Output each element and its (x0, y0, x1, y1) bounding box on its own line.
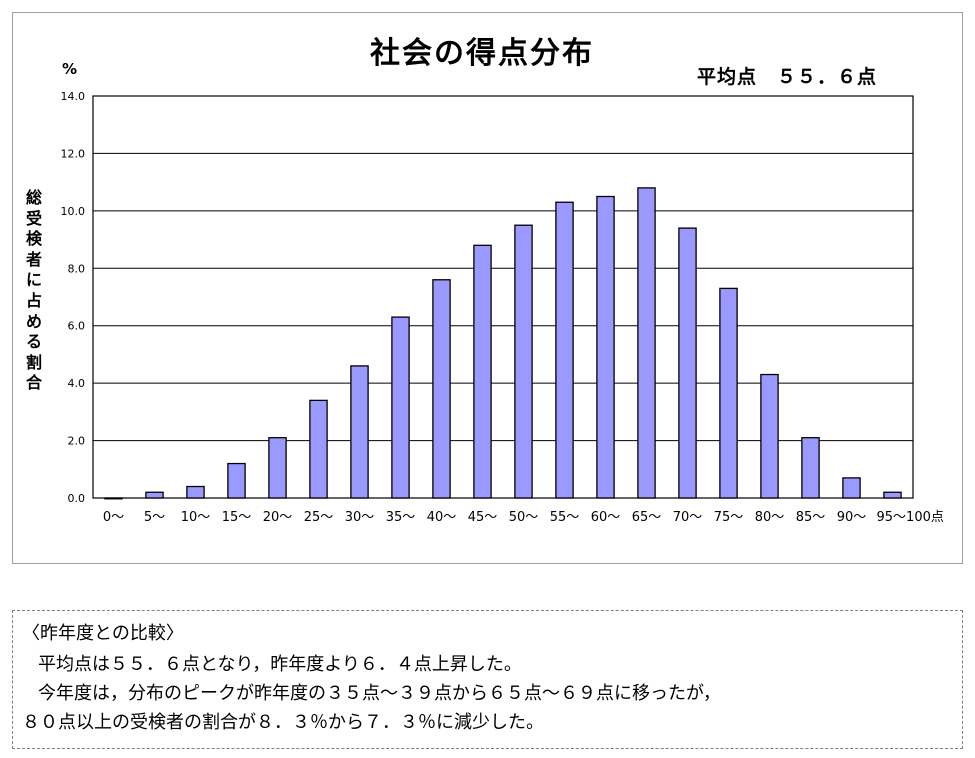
x-tick-label: 50～ (509, 510, 539, 525)
x-tick-label: 55～ (550, 510, 580, 525)
average-score: 平均点 ５５．６点 (697, 66, 878, 88)
x-tick-label: 45～ (468, 510, 498, 525)
x-tick-label: 85～ (796, 510, 826, 525)
bar (596, 195, 615, 499)
y-tick-label: 4.0 (68, 377, 86, 390)
x-tick-label: 80～ (755, 510, 785, 525)
bar (473, 244, 492, 499)
note-line: ８０点以上の受検者の割合が８．３％から７．３％に減少した。 (22, 712, 544, 733)
x-tick-label: 35～ (386, 510, 416, 525)
x-tick-label: 70～ (673, 510, 703, 525)
bar-chart: 0.0 2.0 4.0 6.0 8.0 10.0 12.0 14.0 0～ 5～ 10～ 15～ 20～… (61, 90, 944, 525)
plot-area (92, 95, 914, 499)
bar (719, 287, 738, 499)
x-tick-label: 0～ (103, 510, 124, 525)
bar (391, 316, 410, 499)
bar (309, 399, 328, 499)
x-tick-label: 5～ (144, 510, 165, 525)
y-axis-label: 総受検者に占める割合 (25, 188, 42, 393)
comparison-note-box (12, 610, 963, 749)
bar (637, 187, 656, 499)
bar (104, 497, 123, 500)
x-tick-label: 90～ (837, 510, 867, 525)
bar (432, 279, 451, 499)
x-tick-label: 95～100点 (877, 510, 944, 525)
x-tick-label: 60～ (591, 510, 621, 525)
note-line: 今年度は，分布のピークが昨年度の３５点～３９点から６５点～６９点に移ったが， (38, 683, 721, 704)
y-tick-label: 8.0 (68, 262, 86, 275)
bar (514, 224, 533, 499)
x-tick-label: 10～ (181, 510, 211, 525)
x-tick-label: 40～ (427, 510, 457, 525)
x-tick-label: 25～ (304, 510, 334, 525)
bar (842, 477, 861, 499)
x-tick-label: 30～ (345, 510, 375, 525)
bar (186, 485, 205, 499)
chart-title: 社会の得点分布 (370, 36, 594, 71)
bar (883, 491, 902, 499)
y-tick-label: 10.0 (61, 205, 86, 218)
bar (801, 437, 820, 499)
y-tick-label: 2.0 (68, 435, 86, 448)
x-tick-label: 65～ (632, 510, 662, 525)
note-title: 〈昨年度との比較〉 (22, 623, 184, 644)
y-tick-label: 6.0 (68, 320, 86, 333)
bar (145, 491, 164, 499)
x-tick-label: 20～ (263, 510, 293, 525)
y-tick-label: 12.0 (61, 147, 86, 160)
bar (350, 365, 369, 499)
y-tick-label: 0.0 (68, 492, 86, 505)
x-tick-label: 75～ (714, 510, 744, 525)
y-tick-label: 14.0 (61, 90, 86, 103)
x-tick-label: 15～ (222, 510, 252, 525)
bar (268, 437, 287, 499)
bar (555, 201, 574, 499)
bar (678, 227, 697, 499)
y-unit-label: % (62, 60, 78, 78)
note-line: 平均点は５５．６点となり，昨年度より６．４点上昇した。 (38, 654, 522, 675)
bar (760, 373, 779, 499)
bar (227, 462, 246, 499)
